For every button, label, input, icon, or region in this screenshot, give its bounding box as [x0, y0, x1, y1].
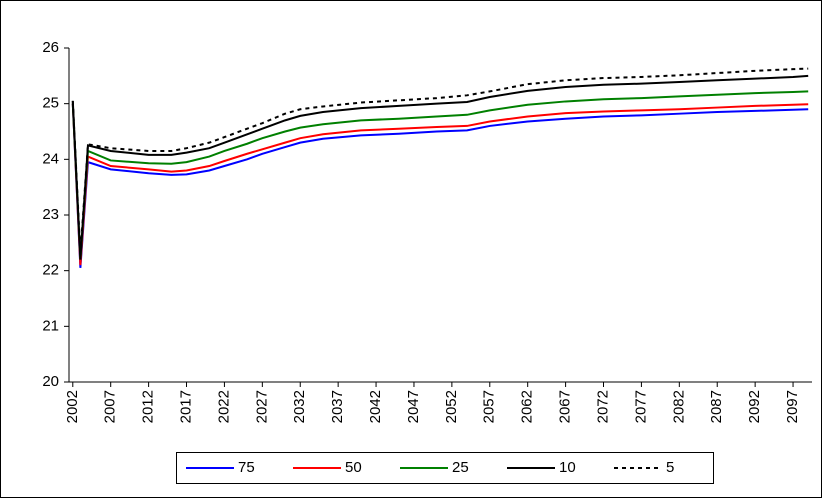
y-tick-label: 20 [42, 373, 59, 390]
y-tick-label: 26 [42, 39, 59, 56]
y-tick-label: 21 [42, 317, 59, 334]
x-tick-label: 2077 [632, 390, 649, 423]
x-tick-label: 2032 [291, 390, 308, 423]
x-tick-label: 2047 [405, 390, 422, 423]
x-tick-label: 2087 [708, 390, 725, 423]
series-line [71, 103, 809, 268]
legend-label: 75 [238, 459, 255, 476]
x-tick-label: 2022 [215, 390, 232, 423]
x-tick-label: 2042 [367, 390, 384, 423]
x-tick-label: 2062 [519, 390, 536, 423]
x-tick-label: 2002 [64, 390, 81, 423]
legend-label: 10 [559, 459, 576, 476]
x-tick-label: 2072 [594, 390, 611, 423]
x-tick-label: 2037 [329, 390, 346, 423]
x-tick-label: 2027 [253, 390, 270, 423]
series-line [71, 103, 809, 266]
x-tick-label: 2067 [557, 390, 574, 423]
x-tick-label: 2057 [481, 390, 498, 423]
x-tick-label: 2007 [102, 390, 119, 423]
x-tick-label: 2017 [177, 390, 194, 423]
series-line [71, 90, 809, 260]
legend-label: 5 [666, 459, 674, 476]
x-tick-label: 2052 [443, 390, 460, 423]
series-line [71, 74, 809, 260]
legend-label: 25 [452, 459, 469, 476]
y-tick-label: 22 [42, 262, 59, 279]
y-tick-label: 24 [42, 150, 59, 167]
legend-label: 50 [345, 459, 362, 476]
y-tick-label: 25 [42, 95, 59, 112]
x-tick-label: 2082 [670, 390, 687, 423]
y-tick-label: 23 [42, 206, 59, 223]
x-tick-label: 2092 [746, 390, 763, 423]
x-tick-label: 2012 [140, 390, 157, 423]
x-tick-label: 2097 [784, 390, 801, 423]
